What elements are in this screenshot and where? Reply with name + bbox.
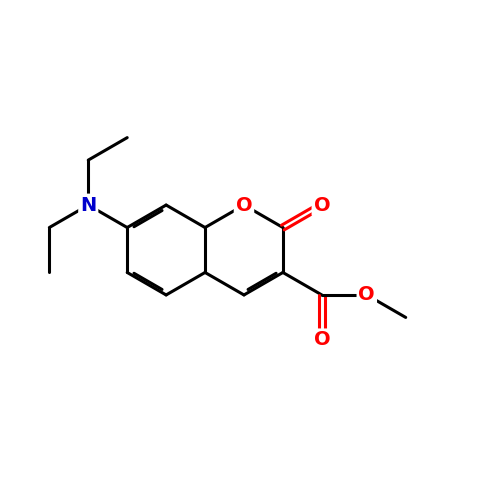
Text: N: N [80,196,96,214]
Text: O: O [314,330,330,349]
Text: O: O [236,196,252,214]
Text: O: O [358,286,375,304]
Text: O: O [314,196,330,214]
